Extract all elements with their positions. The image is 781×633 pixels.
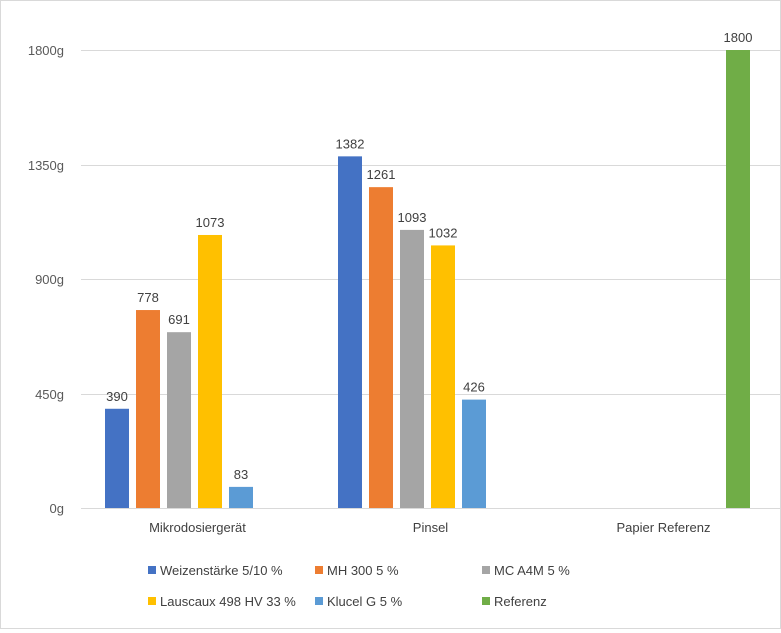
bar [229, 486, 253, 508]
legend-swatch [315, 566, 323, 574]
y-tick-label: 1350g [28, 158, 64, 173]
data-label: 1073 [196, 215, 225, 230]
data-label: 390 [106, 389, 128, 404]
legend-swatch [148, 566, 156, 574]
y-axis-tick-labels: 0g 450g 900g 1350g 1800g [28, 43, 64, 516]
legend-swatch [482, 597, 490, 605]
legend-label: Lauscaux 498 HV 33 % [160, 594, 296, 609]
data-label: 1800 [724, 30, 753, 45]
data-label: 778 [137, 290, 159, 305]
legend-label: MH 300 5 % [327, 563, 399, 578]
bar [462, 399, 486, 508]
legend-label: Klucel G 5 % [327, 594, 403, 609]
y-tick-label: 900g [35, 272, 64, 287]
category-label: Mikrodosiergerät [149, 520, 246, 535]
legend-swatch [315, 597, 323, 605]
data-label: 1382 [336, 136, 365, 151]
legend-swatch [482, 566, 490, 574]
data-label: 1261 [367, 167, 396, 182]
gridlines [81, 50, 780, 509]
legend-label: Weizenstärke 5/10 % [160, 563, 283, 578]
legend-label: MC A4M 5 % [494, 563, 570, 578]
data-label: 1032 [429, 225, 458, 240]
bar [105, 408, 129, 508]
y-tick-label: 450g [35, 387, 64, 402]
bar [369, 187, 393, 508]
legend-swatch [148, 597, 156, 605]
y-tick-label: 1800g [28, 43, 64, 58]
bar [400, 229, 424, 509]
data-label: 426 [463, 380, 485, 395]
data-label: 1093 [398, 210, 427, 225]
x-axis-category-labels: Mikrodosiergerät Pinsel Papier Referenz [149, 520, 710, 535]
y-tick-label: 0g [50, 501, 64, 516]
category-label: Papier Referenz [617, 520, 711, 535]
legend: Weizenstärke 5/10 % MH 300 5 % MC A4M 5 % L… [148, 563, 570, 609]
category-label: Pinsel [413, 520, 449, 535]
data-label: 83 [234, 467, 248, 482]
bars [105, 50, 750, 509]
data-label: 691 [168, 312, 190, 327]
bar [338, 156, 362, 508]
bar [726, 50, 750, 508]
bar [136, 310, 160, 508]
bar [167, 332, 191, 508]
bar [431, 245, 455, 508]
legend-label: Referenz [494, 594, 547, 609]
bar [198, 234, 222, 508]
